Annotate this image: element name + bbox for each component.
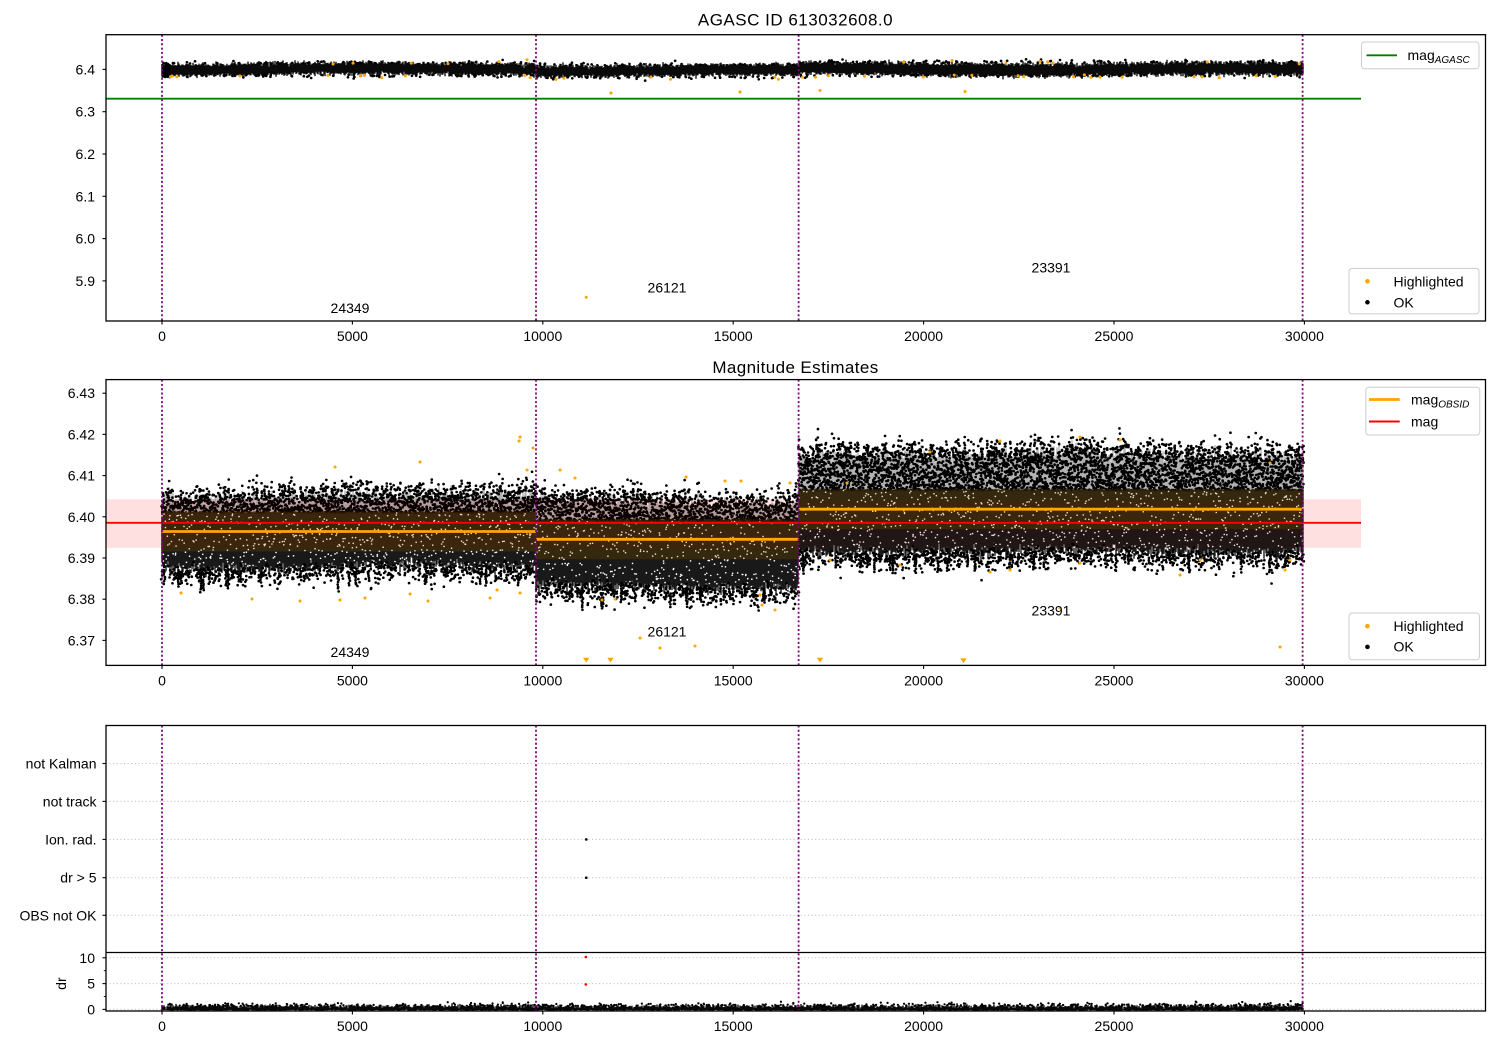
svg-text:6.37: 6.37 (68, 632, 95, 648)
svg-text:24349: 24349 (331, 644, 370, 660)
svg-text:25000: 25000 (1095, 1018, 1134, 1034)
svg-text:30000: 30000 (1285, 328, 1324, 344)
svg-text:6.4: 6.4 (76, 61, 96, 77)
svg-text:6.41: 6.41 (68, 468, 95, 484)
svg-text:dr: dr (53, 977, 69, 990)
svg-text:20000: 20000 (904, 328, 943, 344)
svg-text:5.9: 5.9 (76, 273, 96, 289)
svg-text:OK: OK (1394, 639, 1415, 655)
svg-text:15000: 15000 (714, 1018, 753, 1034)
svg-text:AGASC ID 613032608.0: AGASC ID 613032608.0 (698, 11, 893, 30)
svg-text:10: 10 (79, 950, 95, 966)
svg-text:20000: 20000 (904, 673, 943, 689)
svg-text:23391: 23391 (1032, 260, 1071, 276)
svg-text:Highlighted: Highlighted (1394, 273, 1464, 289)
svg-text:15000: 15000 (714, 328, 753, 344)
svg-text:15000: 15000 (714, 673, 753, 689)
svg-text:6.39: 6.39 (68, 550, 95, 566)
svg-text:Magnitude Estimates: Magnitude Estimates (712, 358, 878, 377)
svg-text:Ion. rad.: Ion. rad. (45, 831, 96, 847)
svg-text:6.1: 6.1 (76, 188, 96, 204)
svg-text:6.2: 6.2 (76, 146, 96, 162)
svg-text:6.3: 6.3 (76, 104, 96, 120)
svg-text:0: 0 (158, 673, 166, 689)
svg-text:10000: 10000 (523, 328, 562, 344)
svg-text:dr > 5: dr > 5 (60, 870, 96, 886)
svg-text:not track: not track (43, 793, 98, 809)
svg-text:10000: 10000 (523, 673, 562, 689)
svg-text:25000: 25000 (1095, 673, 1134, 689)
svg-text:mag: mag (1411, 413, 1438, 429)
svg-text:5000: 5000 (337, 328, 368, 344)
svg-text:6.38: 6.38 (68, 591, 95, 607)
svg-text:Highlighted: Highlighted (1394, 618, 1464, 634)
svg-text:30000: 30000 (1285, 1018, 1324, 1034)
svg-text:25000: 25000 (1095, 328, 1134, 344)
svg-text:5000: 5000 (337, 1018, 368, 1034)
svg-text:OK: OK (1394, 294, 1415, 310)
svg-text:26121: 26121 (648, 280, 687, 296)
svg-text:23391: 23391 (1032, 603, 1071, 619)
svg-text:24349: 24349 (331, 300, 370, 316)
svg-text:20000: 20000 (904, 1018, 943, 1034)
svg-text:6.0: 6.0 (76, 231, 96, 247)
svg-text:26121: 26121 (648, 624, 687, 640)
svg-text:not Kalman: not Kalman (26, 756, 97, 772)
svg-text:6.42: 6.42 (68, 426, 95, 442)
svg-text:0: 0 (158, 1018, 166, 1034)
svg-text:OBS not OK: OBS not OK (19, 907, 97, 923)
svg-text:5: 5 (87, 976, 95, 992)
svg-text:0: 0 (87, 1001, 95, 1017)
svg-text:5000: 5000 (337, 673, 368, 689)
svg-text:6.43: 6.43 (68, 385, 95, 401)
svg-text:10000: 10000 (523, 1018, 562, 1034)
svg-text:30000: 30000 (1285, 673, 1324, 689)
svg-text:6.40: 6.40 (68, 509, 95, 525)
svg-text:0: 0 (158, 328, 166, 344)
